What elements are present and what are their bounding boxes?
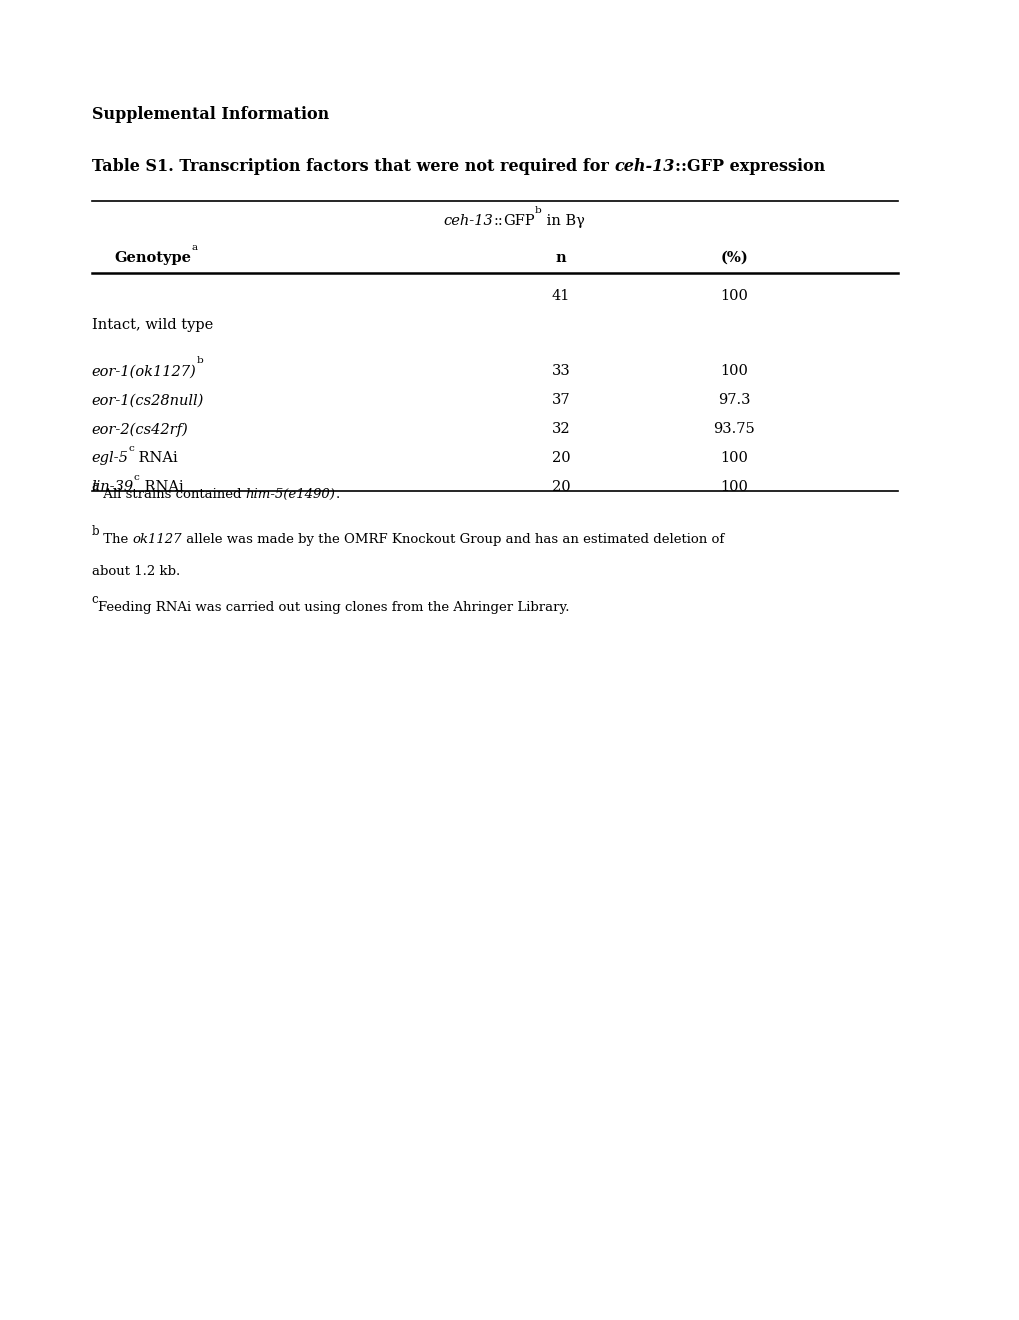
Text: b: b bbox=[197, 356, 203, 366]
Text: ok1127: ok1127 bbox=[132, 533, 182, 546]
Text: c: c bbox=[133, 473, 140, 482]
Text: 97.3: 97.3 bbox=[717, 393, 750, 408]
Text: Genotype: Genotype bbox=[114, 251, 192, 265]
Text: 33: 33 bbox=[551, 364, 570, 379]
Text: 100: 100 bbox=[719, 451, 748, 466]
Text: in Bγ: in Bγ bbox=[541, 214, 584, 228]
Text: Supplemental Information: Supplemental Information bbox=[92, 106, 329, 123]
Text: a: a bbox=[92, 480, 99, 494]
Text: him-5(e1490): him-5(e1490) bbox=[246, 488, 335, 502]
Text: 32: 32 bbox=[551, 422, 570, 437]
Text: 100: 100 bbox=[719, 364, 748, 379]
Text: b: b bbox=[92, 525, 99, 539]
Text: b: b bbox=[534, 206, 541, 215]
Text: 20: 20 bbox=[551, 480, 570, 495]
Text: Feeding RNAi was carried out using clones from the Ahringer Library.: Feeding RNAi was carried out using clone… bbox=[98, 601, 570, 614]
Text: eor-2(cs42rf): eor-2(cs42rf) bbox=[92, 422, 189, 437]
Text: RNAi: RNAi bbox=[140, 480, 183, 495]
Text: GFP: GFP bbox=[502, 214, 534, 228]
Text: eor-1(cs28null): eor-1(cs28null) bbox=[92, 393, 204, 408]
Text: (%): (%) bbox=[719, 251, 748, 265]
Text: Table S1. Transcription factors that were not required for: Table S1. Transcription factors that wer… bbox=[92, 158, 613, 176]
Text: a: a bbox=[192, 243, 198, 252]
Text: 20: 20 bbox=[551, 451, 570, 466]
Text: ceh-13: ceh-13 bbox=[443, 214, 493, 228]
Text: 37: 37 bbox=[551, 393, 570, 408]
Text: ::GFP expression: ::GFP expression bbox=[674, 158, 824, 176]
Text: All strains contained: All strains contained bbox=[99, 488, 246, 502]
Text: about 1.2 kb.: about 1.2 kb. bbox=[92, 565, 180, 578]
Text: The: The bbox=[99, 533, 132, 546]
Text: eor-1(ok1127): eor-1(ok1127) bbox=[92, 364, 197, 379]
Text: 41: 41 bbox=[551, 289, 570, 304]
Text: egl-5: egl-5 bbox=[92, 451, 128, 466]
Text: 93.75: 93.75 bbox=[713, 422, 754, 437]
Text: RNAi: RNAi bbox=[135, 451, 178, 466]
Text: allele was made by the OMRF Knockout Group and has an estimated deletion of: allele was made by the OMRF Knockout Gro… bbox=[182, 533, 723, 546]
Text: 100: 100 bbox=[719, 480, 748, 495]
Text: n: n bbox=[555, 251, 566, 265]
Text: 100: 100 bbox=[719, 289, 748, 304]
Text: ::: :: bbox=[493, 214, 502, 228]
Text: c: c bbox=[92, 593, 98, 606]
Text: .: . bbox=[335, 488, 339, 502]
Text: Intact, wild type: Intact, wild type bbox=[92, 318, 213, 333]
Text: c: c bbox=[128, 444, 135, 453]
Text: lin-39: lin-39 bbox=[92, 480, 133, 495]
Text: ceh-13: ceh-13 bbox=[613, 158, 674, 176]
